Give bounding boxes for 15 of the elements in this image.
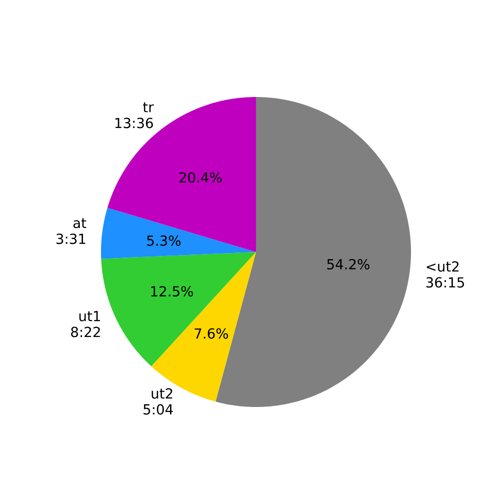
data-label: 12.5% [151, 286, 193, 297]
data-label: 5.3% [147, 235, 181, 246]
text: 36:15 [426, 277, 464, 288]
data-label: 20.4% [179, 172, 222, 183]
slice-label: ut2 [152, 388, 172, 399]
slice-label: tr [143, 102, 154, 112]
text: 5:04 [144, 404, 173, 415]
text: 8:22 [71, 326, 100, 338]
text: 3:31 [56, 234, 86, 244]
slice-label: <ut2 [426, 261, 459, 272]
data-label: 54.2% [327, 258, 370, 270]
slice-label: at [73, 218, 86, 228]
slice-label: ut1 [79, 311, 100, 322]
data-label: 7.6% [194, 328, 228, 339]
text: 13:36 [115, 118, 153, 128]
